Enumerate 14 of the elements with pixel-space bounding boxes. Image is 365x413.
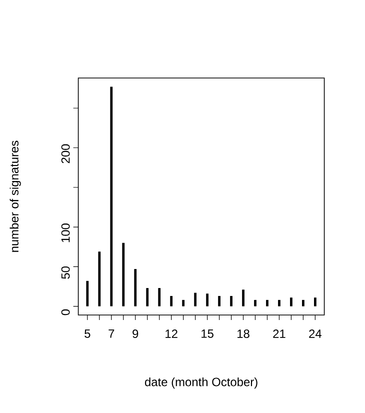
y-tick-label: 50 (61, 266, 70, 279)
x-tick-label: 7 (108, 330, 114, 338)
x-tick-label: 24 (309, 330, 322, 338)
y-tick-label: 100 (61, 224, 70, 242)
x-axis-title: date (month October) (144, 377, 258, 389)
y-axis-title: number of signatures (10, 140, 21, 252)
x-tick-label: 12 (166, 330, 178, 338)
x-tick-label: 18 (238, 330, 250, 338)
x-tick-label: 5 (84, 330, 90, 338)
y-tick-label: 200 (61, 144, 70, 164)
x-tick-label: 21 (273, 330, 286, 338)
x-tick-label: 15 (202, 330, 214, 338)
y-tick-label: 0 (61, 309, 70, 316)
x-tick-label: 9 (132, 330, 138, 338)
